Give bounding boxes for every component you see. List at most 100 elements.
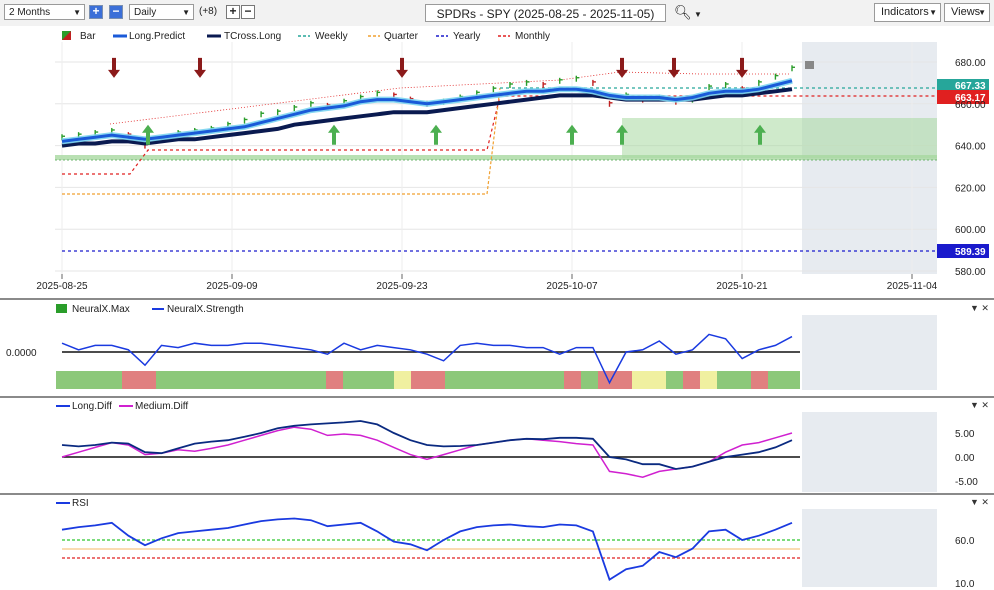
buy-arrow-icon — [616, 124, 628, 145]
date-x-tick: 2025-09-09 — [206, 281, 258, 292]
toolbar: 2 Months ▼ + − Daily ▼ (+8) + − SPDRs - SP… — [0, 0, 994, 27]
collapse-icon[interactable]: ▼ ✕ — [970, 497, 989, 507]
neural-max-block — [632, 371, 666, 389]
range-select[interactable]: 2 Months ▼ — [4, 4, 85, 20]
yearly-price-text: 589.39 — [955, 247, 986, 258]
neural-max-block — [411, 371, 445, 389]
plus-icon: + — [92, 4, 100, 18]
neural-y-tick: 0.0000 — [6, 348, 37, 359]
indicators-button[interactable]: Indicators ▼ — [874, 3, 941, 22]
legend-neuralx-strength: NeuralX.Strength — [167, 304, 244, 315]
sell-arrow-icon — [108, 57, 120, 78]
legend-monthly: Monthly — [515, 31, 550, 42]
weekly-price-text: 667.33 — [955, 81, 986, 92]
legend-quarter: Quarter — [384, 31, 419, 42]
chart-canvas[interactable]: 667.33 663.17 589.39 680.00660.00640.006… — [0, 26, 994, 590]
neural-max-block — [394, 371, 411, 389]
neural-max-block — [768, 371, 800, 389]
price-y-tick: 680.00 — [955, 58, 986, 69]
neural-max-block — [581, 371, 598, 389]
legend-bar: Bar — [80, 31, 96, 42]
plus-icon: + — [229, 4, 237, 18]
price-legend: Bar Long.Predict TCross.Long Weekly Quar… — [62, 31, 550, 42]
future-zone — [802, 315, 937, 390]
neural-max-block — [564, 371, 581, 389]
diff-panel[interactable]: Long.Diff Medium.Diff 5.00 0.00 -5.00 ▼ ✕ — [56, 400, 989, 488]
interval-select[interactable]: Daily ▼ — [129, 4, 194, 20]
legend-weekly: Weekly — [315, 31, 348, 42]
symbol-title[interactable]: SPDRs - SPY (2025-08-25 - 2025-11-05) — [425, 4, 666, 22]
rsi-y-tick: 60.0 — [955, 536, 975, 547]
monthly-price-label — [937, 90, 989, 104]
sell-arrow-icon — [616, 57, 628, 78]
collapse-icon[interactable]: ▼ ✕ — [970, 303, 989, 313]
sell-arrow-icon — [736, 57, 748, 78]
zoom-in-button[interactable]: + — [89, 5, 103, 19]
neural-max-block — [156, 371, 326, 389]
views-label: Views — [951, 6, 981, 18]
chevron-down-icon: ▼ — [691, 10, 702, 19]
legend-tcross-long: TCross.Long — [224, 31, 281, 42]
sell-arrow-icon — [668, 57, 680, 78]
date-x-tick: 2025-10-07 — [546, 281, 598, 292]
support-zone — [55, 155, 937, 160]
neural-max-legend-icon — [56, 304, 67, 313]
rsi-line — [61, 517, 793, 581]
future-zone — [802, 412, 937, 492]
price-y-tick: 640.00 — [955, 142, 986, 153]
minus-icon: − — [112, 4, 120, 18]
weekly-price-label — [937, 79, 989, 91]
legend-long-diff: Long.Diff — [72, 401, 112, 412]
chevron-down-icon: ▼ — [73, 8, 81, 17]
buy-arrow-icon — [566, 124, 578, 145]
date-x-tick: 2025-11-04 — [887, 281, 938, 292]
offset-label: (+8) — [199, 6, 218, 17]
diff-y-tick: -5.00 — [955, 477, 978, 488]
interval-value: Daily — [134, 7, 157, 18]
chevron-down-icon: ▼ — [978, 8, 986, 17]
rsi-y-tick: 10.0 — [955, 579, 975, 590]
indicators-label: Indicators — [881, 6, 929, 18]
collapse-icon[interactable]: ▼ ✕ — [970, 400, 989, 410]
chevron-down-icon: ▼ — [182, 8, 190, 17]
offset-minus-button[interactable]: − — [241, 5, 255, 19]
date-x-axis: 2025-08-25 2025-09-09 2025-09-23 2025-10-07… — [36, 274, 938, 292]
neural-max-strip — [56, 371, 800, 389]
price-y-axis: 680.00 660.00 640.00 620.00 600.00 580.00 — [955, 58, 986, 278]
monthly-price-text: 663.17 — [955, 93, 986, 104]
medium-diff-line — [61, 426, 793, 478]
signal-arrows — [108, 57, 766, 145]
current-marker — [805, 61, 814, 69]
date-x-tick: 2025-08-25 — [36, 281, 88, 292]
zoom-out-button[interactable]: − — [109, 5, 123, 19]
price-y-tick: 580.00 — [955, 267, 986, 278]
buy-arrow-icon — [328, 124, 340, 145]
offset-plus-button[interactable]: + — [226, 5, 240, 19]
neural-max-block — [56, 371, 122, 389]
neural-max-block — [343, 371, 394, 389]
neural-panel[interactable]: 0.0000 NeuralX.Max NeuralX.Strength ▼ ✕ — [6, 303, 989, 389]
legend-long-predict: Long.Predict — [129, 31, 185, 42]
legend-medium-diff: Medium.Diff — [135, 401, 188, 412]
search-icon[interactable]: 🔍︎ ▼ — [674, 4, 702, 20]
price-y-tick: 620.00 — [955, 183, 986, 194]
long-predict-line — [61, 79, 793, 143]
future-zone — [802, 509, 937, 587]
neural-max-block — [717, 371, 751, 389]
buy-arrow-icon — [754, 124, 766, 145]
price-y-tick: 600.00 — [955, 225, 986, 236]
views-button[interactable]: Views ▼ — [944, 3, 990, 22]
date-x-tick: 2025-09-23 — [376, 281, 428, 292]
neural-max-block — [751, 371, 768, 389]
rsi-panel[interactable]: RSI 60.0 10.0 ▼ ✕ — [56, 497, 989, 590]
yearly-price-label — [937, 244, 989, 258]
price-y-tick: 660.00 — [955, 100, 986, 111]
quarter-line — [62, 87, 501, 195]
range-value: 2 Months — [9, 7, 51, 18]
date-x-tick: 2025-10-21 — [716, 281, 768, 292]
diff-y-tick: 5.00 — [955, 429, 975, 440]
diff-y-axis: 5.00 0.00 -5.00 — [955, 429, 978, 488]
neural-max-block — [666, 371, 683, 389]
bar-legend-icon — [62, 31, 71, 40]
sell-arrow-icon — [396, 57, 408, 78]
